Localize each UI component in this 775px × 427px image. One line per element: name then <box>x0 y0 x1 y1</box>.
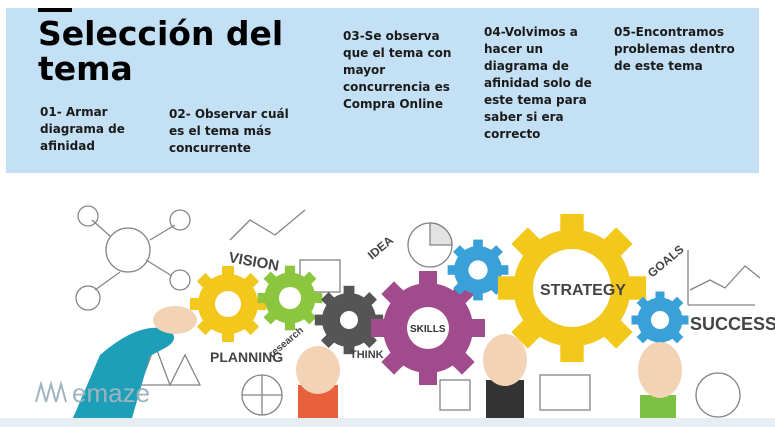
step-1: 01- Armar diagrama de afinidad <box>40 105 125 153</box>
hand-right <box>638 342 682 425</box>
gear-blue-small <box>447 239 509 301</box>
label-goals: GOALS <box>645 242 687 280</box>
label-think: THINK <box>350 349 384 361</box>
title-line-1: Selección del <box>38 14 284 53</box>
title-line-2: tema <box>38 49 133 88</box>
gears-illustration: VISION STRATEGY SKILLS SUCCESS PLANNING … <box>35 205 775 425</box>
gear-purple <box>371 271 485 385</box>
label-strategy: STRATEGY <box>540 282 626 299</box>
title-accent-bar <box>38 8 72 12</box>
label-success: SUCCESS <box>690 314 775 334</box>
page-title: Selección del tema <box>38 16 318 86</box>
header-band <box>6 8 759 173</box>
step-2: 02- Observar cuál es el tema más concurr… <box>169 107 289 155</box>
hand-mid-right <box>483 334 527 425</box>
svg-text:emaze: emaze <box>72 378 150 408</box>
step-5: 05-Encontramos problemas dentro de este … <box>614 25 735 73</box>
emaze-logo: emaze <box>35 378 150 408</box>
gear-blue-right <box>631 291 689 349</box>
gear-strategy <box>497 213 647 363</box>
gear-dark <box>314 285 384 355</box>
gear-yellow-left <box>190 266 266 342</box>
doodle-group <box>75 205 761 418</box>
label-skills: SKILLS <box>410 324 446 335</box>
footer-strip <box>0 418 775 427</box>
label-research: research <box>267 325 306 360</box>
hand-left <box>70 306 197 425</box>
step-4: 04-Volvimos a hacer un diagrama de afini… <box>484 25 592 141</box>
step-3: 03-Se observa que el tema con mayor conc… <box>343 29 452 111</box>
hand-center <box>296 346 340 425</box>
label-vision: VISION <box>227 249 280 275</box>
label-planning: PLANNING <box>210 349 283 365</box>
gear-green <box>257 265 323 331</box>
label-idea: IDEA <box>365 233 396 262</box>
